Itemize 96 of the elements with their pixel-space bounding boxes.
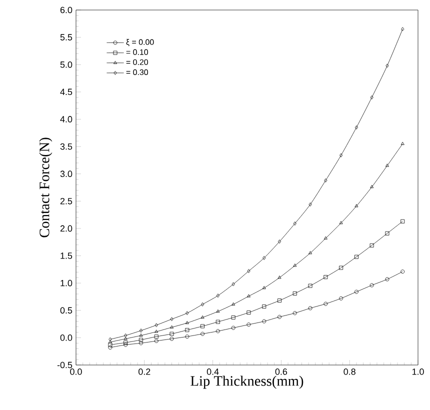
y-tick-label: -0.5 <box>57 362 72 368</box>
point <box>262 319 266 324</box>
point <box>124 334 128 338</box>
point <box>247 269 250 274</box>
point <box>201 302 204 306</box>
point <box>370 184 374 188</box>
point <box>170 325 174 328</box>
point <box>138 338 143 342</box>
point <box>186 311 189 316</box>
point <box>139 334 143 337</box>
point <box>339 221 343 224</box>
y-tick-label: 6.0 <box>60 6 72 14</box>
y-tick-label: 4.5 <box>60 88 72 96</box>
point <box>370 283 374 288</box>
x-tick-label: 0.0 <box>70 368 82 375</box>
point <box>200 332 205 336</box>
point <box>185 334 190 339</box>
point <box>400 219 405 224</box>
y-tick-label: 2.0 <box>60 225 72 232</box>
point <box>154 323 158 328</box>
point <box>246 322 251 327</box>
point <box>354 125 358 130</box>
point <box>386 64 389 68</box>
line-series <box>108 219 405 347</box>
point <box>124 342 128 347</box>
point <box>231 326 236 330</box>
point <box>216 309 220 313</box>
y-tick-label: 1.5 <box>60 252 72 259</box>
point <box>246 310 251 315</box>
y-tick-label: 5.5 <box>60 34 72 40</box>
point <box>262 256 266 260</box>
point <box>262 304 266 309</box>
y-tick-label: 1.0 <box>60 280 72 286</box>
point <box>170 332 174 336</box>
y-tick-label: 0.0 <box>60 334 72 341</box>
point <box>154 338 158 343</box>
point <box>278 240 282 244</box>
point <box>324 275 328 280</box>
point <box>185 328 190 332</box>
y-axis-title: Contact Force(N) <box>39 138 52 238</box>
x-tick-label: 0.4 <box>206 368 219 375</box>
x-tick-label: 1.0 <box>412 368 424 375</box>
point <box>262 286 266 290</box>
point <box>216 329 220 334</box>
point <box>340 153 343 158</box>
point <box>154 334 158 339</box>
point <box>293 264 297 267</box>
point <box>308 202 312 206</box>
point <box>324 178 328 182</box>
point <box>231 315 236 320</box>
point <box>354 204 358 208</box>
y-tick-label: 3.0 <box>60 170 72 178</box>
y-tick-label: 5.0 <box>60 61 72 68</box>
point <box>324 236 328 240</box>
point <box>370 95 374 100</box>
point <box>170 336 174 341</box>
y-tick-label: 3.5 <box>60 143 72 150</box>
x-tick-label: 0.6 <box>275 368 288 375</box>
point <box>385 277 390 282</box>
point <box>324 302 328 306</box>
point <box>308 284 312 288</box>
point <box>385 164 389 167</box>
point <box>216 294 220 298</box>
point <box>339 266 344 270</box>
point <box>292 311 297 316</box>
point <box>339 296 344 300</box>
point <box>385 231 390 236</box>
point <box>124 336 128 340</box>
point <box>246 294 250 298</box>
point <box>138 341 143 346</box>
point <box>185 320 189 324</box>
point <box>278 298 282 303</box>
y-tick-label: 4.0 <box>60 116 72 122</box>
point <box>124 340 128 345</box>
y-tick-label: 2.5 <box>60 198 72 204</box>
point <box>308 306 312 310</box>
y-tick-label: 0.5 <box>60 307 72 314</box>
point <box>278 276 282 279</box>
point <box>200 324 205 328</box>
point <box>154 330 158 333</box>
point <box>278 314 282 319</box>
point <box>232 302 236 306</box>
point <box>370 243 374 248</box>
x-tick-label: 0.8 <box>344 368 356 375</box>
point <box>232 282 235 286</box>
point <box>354 254 358 259</box>
point <box>200 315 204 319</box>
point <box>139 328 143 333</box>
point <box>354 290 358 294</box>
x-tick-label: 0.2 <box>138 368 150 375</box>
point <box>292 291 297 296</box>
point <box>216 320 220 324</box>
point <box>293 222 296 226</box>
point <box>308 251 312 254</box>
point <box>170 317 174 322</box>
x-axis-title: Lip Thickness(mm) <box>190 376 304 389</box>
